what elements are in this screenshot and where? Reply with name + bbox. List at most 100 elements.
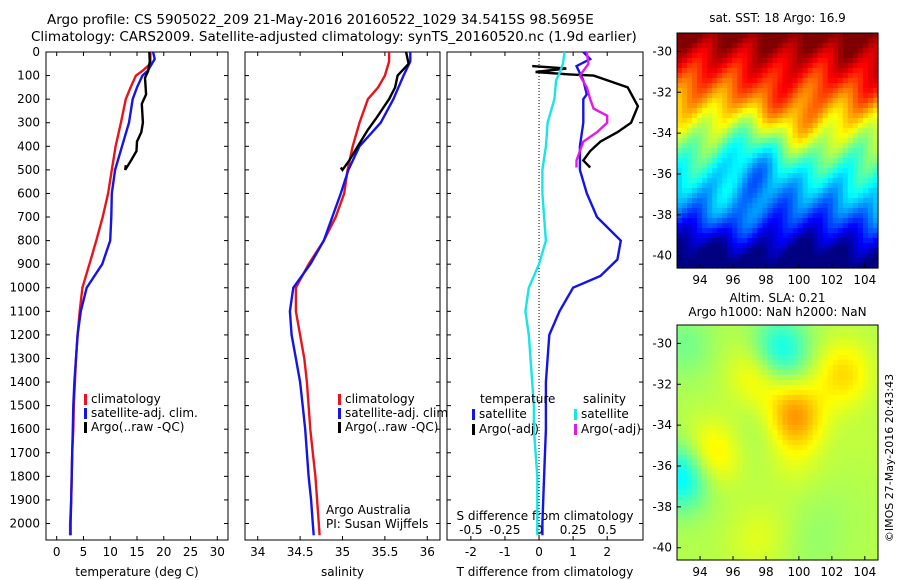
map-cell xyxy=(822,228,829,234)
map-cell xyxy=(757,198,764,204)
map-cell xyxy=(737,83,743,89)
map-cell xyxy=(857,520,864,526)
map-cell xyxy=(777,113,784,119)
map-cell xyxy=(762,525,769,531)
map-cell xyxy=(847,450,854,456)
map-cell xyxy=(702,485,708,491)
map-cell xyxy=(812,525,819,531)
map-cell xyxy=(847,218,854,224)
map-cell xyxy=(767,203,774,209)
map-cell xyxy=(757,480,764,486)
map-cell xyxy=(872,58,879,64)
map-cell xyxy=(717,385,723,391)
map-cell xyxy=(862,325,869,331)
map-cell xyxy=(782,128,789,134)
map-cell xyxy=(742,243,748,249)
map-cell xyxy=(832,33,839,39)
map-cell xyxy=(682,375,688,381)
map-cell xyxy=(697,460,703,466)
map-cell xyxy=(687,68,693,74)
map-cell xyxy=(752,108,759,114)
map-cell xyxy=(777,183,784,189)
map-cell xyxy=(872,63,879,69)
map-cell xyxy=(772,385,779,391)
map-cell xyxy=(747,365,753,371)
map-cell xyxy=(852,213,859,219)
map-cell xyxy=(862,480,869,486)
map-cell xyxy=(732,465,738,471)
map-cell xyxy=(732,425,738,431)
map-cell xyxy=(697,178,703,184)
map-cell xyxy=(687,360,693,366)
map-cell xyxy=(702,98,708,104)
map-cell xyxy=(677,395,683,401)
map-cell xyxy=(812,450,819,456)
map-cell xyxy=(747,335,753,341)
map-cell xyxy=(812,550,819,556)
map-cell xyxy=(782,193,789,199)
map-cell xyxy=(807,188,814,194)
map-cell xyxy=(747,93,753,99)
map-cell xyxy=(752,525,759,531)
map-cell xyxy=(747,325,753,331)
map-cell xyxy=(717,515,723,521)
map-cell xyxy=(802,73,809,79)
map-cell xyxy=(827,228,834,234)
map-cell xyxy=(762,465,769,471)
map-cell xyxy=(687,495,693,501)
map-cell xyxy=(852,243,859,249)
map-cell xyxy=(782,415,789,421)
map-cell xyxy=(767,188,774,194)
map-cell xyxy=(852,68,859,74)
map-cell xyxy=(732,238,738,244)
map-cell xyxy=(682,138,688,144)
map-cell xyxy=(837,128,844,134)
map-cell xyxy=(797,515,804,521)
map-cell xyxy=(817,365,824,371)
map-cell xyxy=(777,450,784,456)
map-cell xyxy=(822,118,829,124)
map-cell xyxy=(812,68,819,74)
map-cell xyxy=(747,340,753,346)
map-cell xyxy=(737,128,743,134)
map-cell xyxy=(832,375,839,381)
map-cell xyxy=(712,390,718,396)
map-cell xyxy=(837,405,844,411)
map-cell xyxy=(807,198,814,204)
map-cell xyxy=(752,355,759,361)
map-cell xyxy=(752,178,759,184)
map-cell xyxy=(702,500,708,506)
map-y-tick-label: -34 xyxy=(652,126,672,140)
map-cell xyxy=(717,390,723,396)
map-cell xyxy=(742,68,748,74)
map-cell xyxy=(762,228,769,234)
map-cell xyxy=(687,375,693,381)
map-cell xyxy=(697,405,703,411)
map-cell xyxy=(702,425,708,431)
map-cell xyxy=(852,410,859,416)
map-cell xyxy=(807,38,814,44)
map-cell xyxy=(682,113,688,119)
map-cell xyxy=(702,113,708,119)
map-cell xyxy=(757,500,764,506)
map-cell xyxy=(802,78,809,84)
legend-swatch xyxy=(574,409,577,420)
map-cell xyxy=(842,78,849,84)
map-cell xyxy=(787,238,794,244)
map-cell xyxy=(707,153,713,159)
map-cell xyxy=(687,43,693,49)
x2-tick-label: -0.25 xyxy=(489,523,520,537)
map-cell xyxy=(782,203,789,209)
map-cell xyxy=(847,370,854,376)
map-cell xyxy=(827,380,834,386)
map-cell xyxy=(767,173,774,179)
map-cell xyxy=(717,550,723,556)
map-cell xyxy=(762,360,769,366)
map-cell xyxy=(762,445,769,451)
map-cell xyxy=(727,440,733,446)
map-cell xyxy=(722,400,728,406)
map-cell xyxy=(737,395,743,401)
map-cell xyxy=(677,228,683,234)
map-cell xyxy=(767,158,774,164)
map-cell xyxy=(722,238,728,244)
